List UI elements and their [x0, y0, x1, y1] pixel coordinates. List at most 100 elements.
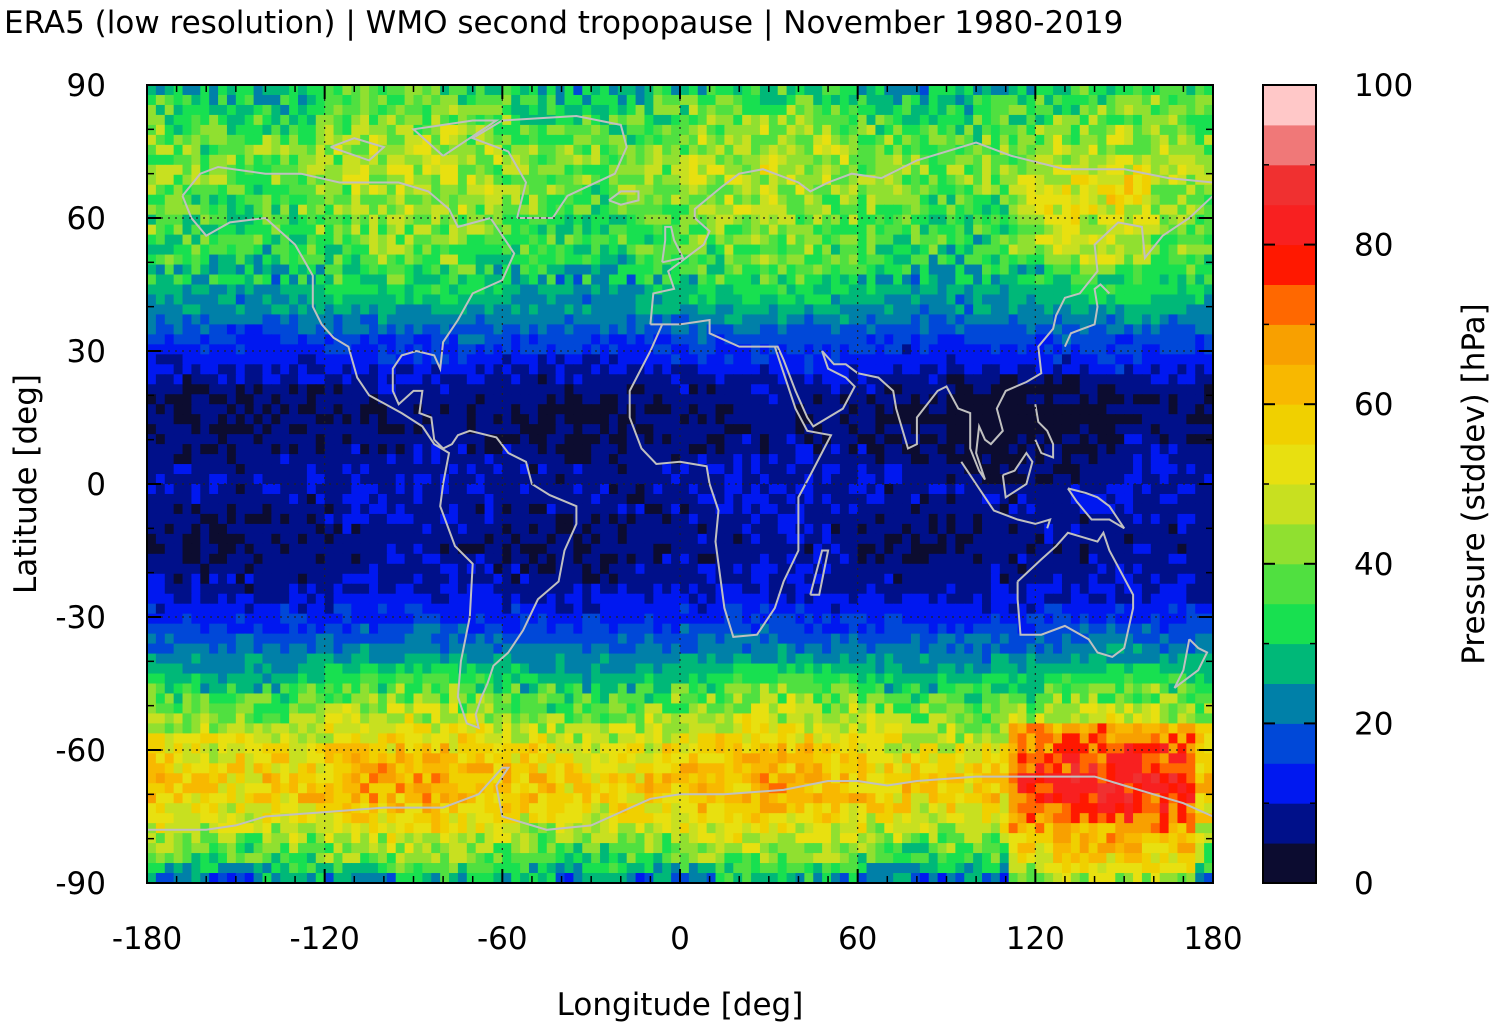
heatmap-cell [1008, 164, 1019, 176]
heatmap-cell [999, 404, 1010, 415]
heatmap-cell [724, 294, 734, 306]
heatmap-cell [582, 434, 592, 445]
heatmap-cell [813, 374, 823, 385]
heatmap-cell [848, 124, 859, 136]
heatmap-cell [377, 454, 388, 465]
heatmap-cell [644, 244, 654, 256]
heatmap-cell [466, 104, 477, 116]
heatmap-cell [466, 354, 477, 365]
heatmap-cell [1053, 414, 1063, 425]
heatmap-cell [200, 124, 210, 136]
heatmap-cell [582, 484, 592, 495]
heatmap-cell [919, 464, 930, 475]
heatmap-cell [982, 304, 992, 316]
heatmap-cell [306, 124, 317, 136]
heatmap-cell [555, 454, 566, 465]
heatmap-cell [475, 144, 486, 156]
heatmap-cell [573, 154, 583, 166]
heatmap-cell [742, 344, 752, 355]
heatmap-cell [671, 284, 681, 296]
heatmap-cell [502, 434, 512, 445]
heatmap-cell [1088, 134, 1099, 146]
heatmap-cell [502, 334, 512, 345]
heatmap-cell [182, 374, 193, 385]
heatmap-cell [377, 314, 388, 325]
heatmap-cell [759, 394, 770, 405]
heatmap-cell [1124, 474, 1134, 485]
heatmap-cell [759, 144, 770, 156]
heatmap-cell [848, 264, 859, 276]
heatmap-cell [990, 304, 1001, 316]
heatmap-cell [306, 264, 317, 276]
heatmap-cell [449, 284, 459, 296]
heatmap-cell [324, 434, 335, 445]
heatmap-cell [866, 174, 877, 186]
heatmap-cell [715, 244, 726, 256]
heatmap-cell [475, 294, 486, 306]
heatmap-cell [1204, 284, 1214, 296]
heatmap-cell [315, 174, 326, 186]
heatmap-cell [555, 224, 566, 236]
heatmap-cell [990, 214, 1001, 226]
heatmap-cell [582, 254, 592, 266]
heatmap-cell [1053, 374, 1063, 385]
heatmap-cell [1186, 164, 1196, 176]
heatmap-cell [1150, 444, 1161, 455]
heatmap-cell [164, 324, 175, 335]
heatmap-cell [431, 244, 441, 256]
heatmap-cell [848, 114, 859, 126]
heatmap-cell [591, 434, 601, 445]
heatmap-cell [342, 184, 352, 196]
heatmap-cell [786, 344, 797, 355]
heatmap-cell [1053, 484, 1063, 495]
heatmap-cell [164, 194, 175, 206]
heatmap-cell [324, 454, 335, 465]
heatmap-cell [759, 104, 770, 116]
heatmap-cell [884, 204, 894, 216]
heatmap-cell [1079, 244, 1090, 256]
heatmap-cell [1195, 104, 1205, 116]
heatmap-cell [1044, 174, 1054, 186]
heatmap-cell [564, 254, 574, 266]
heatmap-cell [759, 304, 770, 316]
heatmap-cell [244, 493, 255, 505]
heatmap-cell [813, 334, 823, 345]
heatmap-cell [493, 493, 503, 505]
heatmap-cell [910, 104, 921, 116]
heatmap-cell [608, 364, 619, 375]
heatmap-cell [635, 194, 646, 206]
heatmap-cell [449, 194, 459, 206]
heatmap-cell [608, 214, 619, 226]
heatmap-cell [973, 294, 983, 306]
heatmap-cell [688, 444, 699, 455]
heatmap-cell [671, 164, 681, 176]
heatmap-cell [822, 144, 832, 156]
heatmap-cell [1061, 134, 1072, 146]
heatmap-cell [973, 224, 983, 236]
heatmap-cell [955, 184, 965, 196]
heatmap-cell [546, 114, 557, 126]
heatmap-cell [537, 434, 548, 445]
heatmap-cell [964, 144, 974, 156]
heatmap-cell [315, 85, 326, 96]
heatmap-cell [1177, 484, 1187, 495]
heatmap-cell [235, 304, 246, 316]
heatmap-cell [875, 184, 885, 196]
heatmap-cell [1186, 444, 1196, 455]
heatmap-cell [582, 174, 592, 186]
heatmap-cell [377, 244, 388, 256]
heatmap-cell [537, 264, 548, 276]
heatmap-cell [822, 224, 832, 236]
heatmap-cell [1141, 284, 1152, 296]
heatmap-cell [1150, 174, 1161, 186]
heatmap-cell [209, 124, 219, 136]
heatmap-cell [999, 344, 1010, 355]
heatmap-cell [822, 194, 832, 206]
heatmap-cell [964, 94, 974, 106]
heatmap-cell [1035, 234, 1045, 246]
heatmap-cell [591, 344, 601, 355]
heatmap-cell [1195, 354, 1205, 365]
heatmap-cell [395, 94, 406, 106]
heatmap-cell [200, 374, 210, 385]
heatmap-cell [502, 214, 512, 226]
